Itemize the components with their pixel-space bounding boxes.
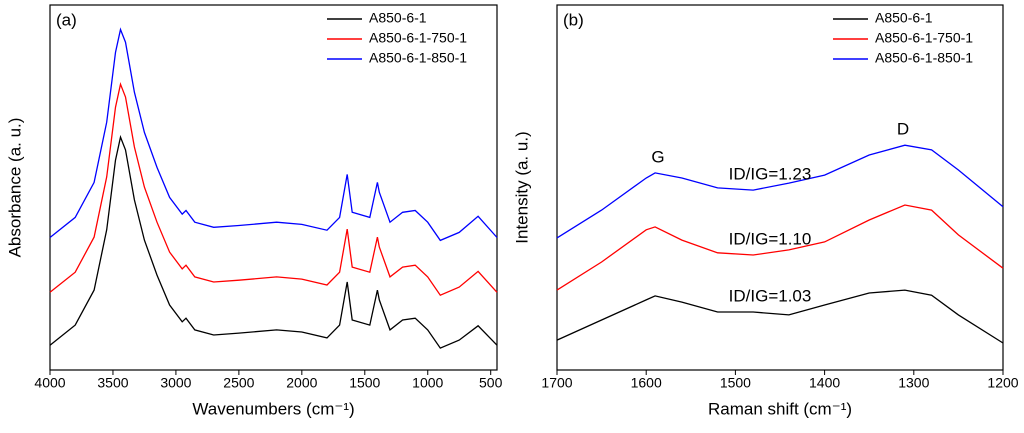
- x-tick-label: 1600: [631, 375, 662, 391]
- x-tick-label: 1000: [412, 375, 443, 391]
- line-series: [49, 27, 498, 242]
- annotation: ID/IG=1.03: [729, 286, 812, 305]
- x-axis-label: Raman shift (cm⁻¹): [708, 399, 852, 418]
- annotation: D: [897, 119, 909, 138]
- x-tick-label: 4000: [34, 375, 65, 391]
- x-tick-label: 3000: [160, 375, 191, 391]
- annotation: ID/IG=1.23: [729, 164, 812, 183]
- y-axis-label: Absorbance (a. u.): [5, 118, 24, 258]
- legend-label: A850-6-1-850-1: [369, 50, 467, 66]
- x-tick-label: 1300: [898, 375, 929, 391]
- legend-label: A850-6-1-850-1: [875, 50, 973, 66]
- x-tick-label: 2500: [223, 375, 254, 391]
- x-tick-label: 3500: [97, 375, 128, 391]
- legend-label: A850-6-1-750-1: [875, 30, 973, 46]
- x-tick-label: 1400: [809, 375, 840, 391]
- legend-label: A850-6-1: [369, 10, 427, 26]
- y-axis-label: Intensity (a. u.): [512, 131, 531, 243]
- legend-label: A850-6-1-750-1: [369, 30, 467, 46]
- x-tick-label: 500: [479, 375, 503, 391]
- line-series: [49, 134, 498, 349]
- x-tick-label: 1500: [349, 375, 380, 391]
- x-tick-label: 1200: [987, 375, 1018, 391]
- legend-label: A850-6-1: [875, 10, 933, 26]
- annotation: G: [651, 147, 664, 166]
- line-series: [556, 204, 1004, 291]
- line-series: [556, 144, 1004, 239]
- x-tick-label: 2000: [286, 375, 317, 391]
- panel-label: (b): [563, 10, 584, 29]
- plot-frame: [556, 4, 1004, 371]
- x-tick-label: 1500: [720, 375, 751, 391]
- line-series: [49, 81, 498, 297]
- x-axis-label: Wavenumbers (cm⁻¹): [192, 399, 354, 418]
- line-series: [556, 289, 1004, 344]
- plot-frame: [49, 4, 498, 371]
- annotation: ID/IG=1.10: [729, 229, 812, 248]
- panel-label: (a): [56, 10, 77, 29]
- x-tick-label: 1700: [541, 375, 572, 391]
